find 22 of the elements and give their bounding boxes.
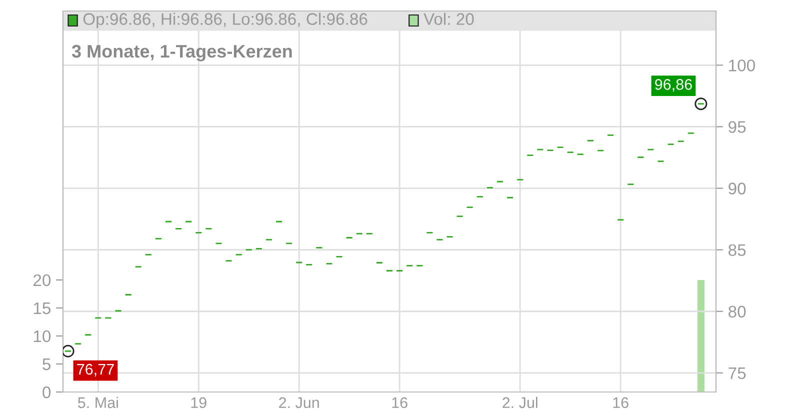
annotation: Op:96.86, Hi:96.86, Lo:96.86, Cl:96.86	[83, 12, 368, 28]
x-tick-label: 16	[613, 397, 628, 408]
x-tick-label: 19	[191, 397, 206, 408]
x-tick-label: 2. Jun	[279, 397, 319, 408]
annotation: 76,77	[77, 364, 114, 376]
annotation: Vol: 20	[424, 12, 474, 25]
x-tick-label: 5. Mai	[78, 396, 118, 408]
y2-tick-label: 5	[42, 358, 50, 370]
y2-tick-label: 10	[34, 330, 51, 342]
y-tick-label: 75	[728, 367, 746, 380]
y-tick-label: 95	[728, 121, 746, 133]
x-tick-label: 2. Jul	[502, 396, 538, 408]
y2-tick-label: 20	[33, 274, 51, 286]
y-tick-label: 85	[728, 244, 746, 256]
y2-tick-label: 0	[42, 386, 51, 398]
y2-tick-label: 15	[34, 302, 50, 314]
y-tick-label: 90	[728, 182, 746, 194]
text: 3 Monate, 1-Tages-Kerzen	[72, 44, 292, 62]
annotation: 96,86	[655, 79, 692, 92]
y-tick-label: 100	[729, 60, 755, 72]
x-tick-label: 16	[392, 397, 408, 408]
y-tick-label: 80	[728, 306, 746, 318]
